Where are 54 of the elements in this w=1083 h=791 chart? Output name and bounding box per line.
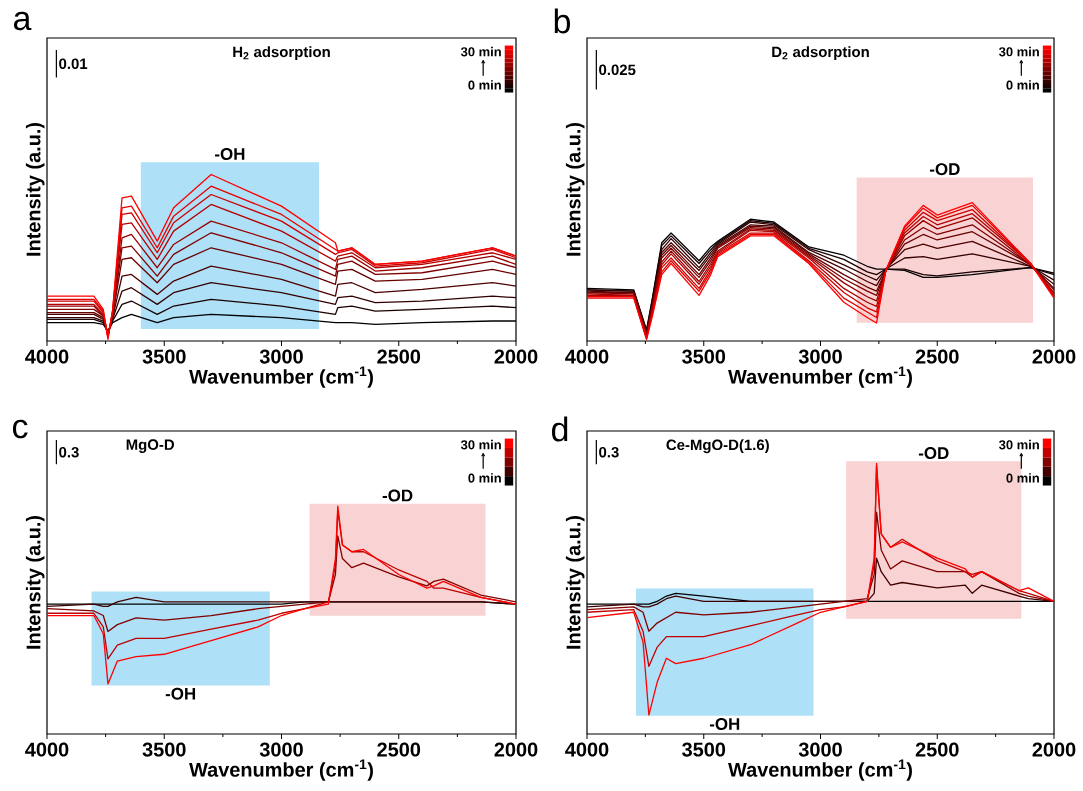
text: 0 min [468, 473, 501, 483]
x-tick-label: 3500 [682, 349, 726, 364]
text: 0.01 [59, 58, 88, 70]
chart-title: D$_{2}$ adsorption [772, 46, 869, 61]
y-axis-title: Intensity (a.u.) [565, 122, 585, 256]
x-tick-label: 4000 [25, 742, 69, 757]
x-tick-label: 3500 [142, 742, 186, 757]
text: 30 min [460, 46, 501, 57]
text: c [12, 419, 28, 439]
x-axis-title: Wavenumber (cm$^{-1}$) [189, 759, 373, 781]
y-axis-title: Intensity (a.u.) [565, 515, 585, 649]
x-tick-label: 2000 [494, 742, 538, 757]
band-label: -OH [215, 148, 245, 161]
x-tick-label: 2000 [1032, 349, 1076, 364]
band-label: -OH [709, 718, 740, 731]
band-label: -OD [382, 489, 413, 502]
x-tick-label: 3000 [259, 742, 303, 757]
text: 30 min [460, 439, 501, 450]
x-tick-label: 3500 [682, 742, 726, 757]
text: a [14, 11, 32, 31]
x-tick-label: 3500 [142, 349, 186, 364]
text: 0.025 [599, 64, 636, 76]
x-axis-title: Wavenumber (cm$^{-1}$) [728, 366, 912, 388]
text: 30 min [999, 439, 1039, 450]
band-label: -OH [165, 687, 196, 700]
text: 0 min [468, 80, 501, 90]
band-label: -OD [918, 447, 949, 460]
text: 30 min [999, 46, 1039, 57]
y-axis-title: Intensity (a.u.) [25, 515, 45, 649]
text: b [554, 8, 571, 34]
text: 0.3 [59, 446, 79, 458]
x-tick-label: 3000 [798, 349, 842, 364]
x-tick-label: 2500 [915, 349, 959, 364]
y-axis-title: Intensity (a.u.) [25, 122, 45, 256]
x-tick-label: 4000 [565, 742, 609, 757]
text: 0.3 [599, 446, 619, 458]
text: 0 min [1006, 80, 1039, 90]
x-tick-label: 3000 [259, 349, 303, 364]
x-axis-title: Wavenumber (cm$^{-1}$) [728, 759, 912, 781]
x-tick-label: 2000 [494, 349, 538, 364]
chart-title: H$_{2}$ adsorption [233, 46, 330, 61]
chart-title: Ce-MgO-D(1.6) [666, 439, 769, 454]
text: d [552, 416, 568, 442]
x-tick-label: 2500 [915, 742, 959, 757]
x-axis-title: Wavenumber (cm$^{-1}$) [189, 366, 373, 388]
x-tick-label: 3000 [798, 742, 842, 757]
x-tick-label: 2500 [377, 349, 421, 364]
x-tick-label: 2000 [1032, 742, 1076, 757]
x-tick-label: 4000 [565, 349, 609, 364]
annotation: 0 min [1006, 473, 1039, 483]
band-label: -OD [929, 163, 960, 176]
chart-title: MgO-D [126, 439, 175, 453]
x-tick-label: 4000 [25, 349, 69, 364]
x-tick-label: 2500 [377, 742, 421, 757]
